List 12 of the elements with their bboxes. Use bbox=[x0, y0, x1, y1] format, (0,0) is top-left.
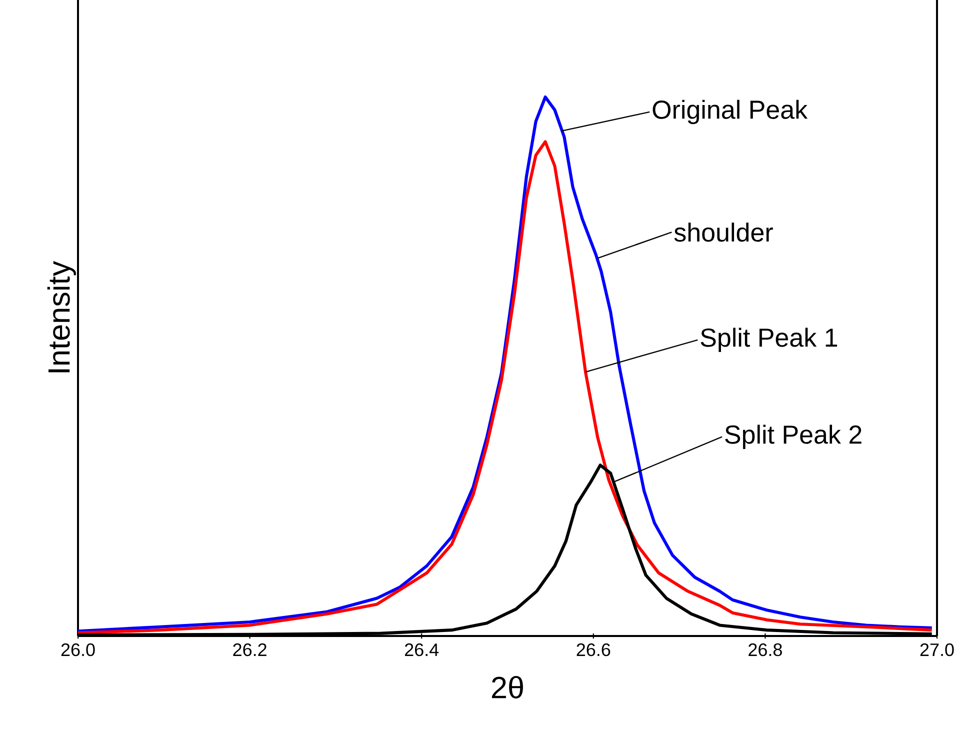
x-axis-title: 2θ bbox=[492, 676, 523, 698]
x-tick-label: 26.2 bbox=[233, 643, 266, 656]
annotation: Original Peak bbox=[652, 100, 808, 124]
x-tick-label: 26.0 bbox=[61, 643, 95, 656]
annotation: Split Peak 1 bbox=[700, 328, 838, 352]
x-tick-label: 26.6 bbox=[576, 643, 610, 656]
x-tick-label: 26.4 bbox=[404, 643, 439, 656]
y-axis-title: Intensity bbox=[47, 260, 76, 372]
x-tick-label: 26.8 bbox=[748, 643, 782, 656]
annotation: shoulder bbox=[674, 222, 773, 242]
annotation: Split Peak 2 bbox=[725, 424, 862, 449]
x-tick-label: 27.0 bbox=[920, 643, 954, 656]
